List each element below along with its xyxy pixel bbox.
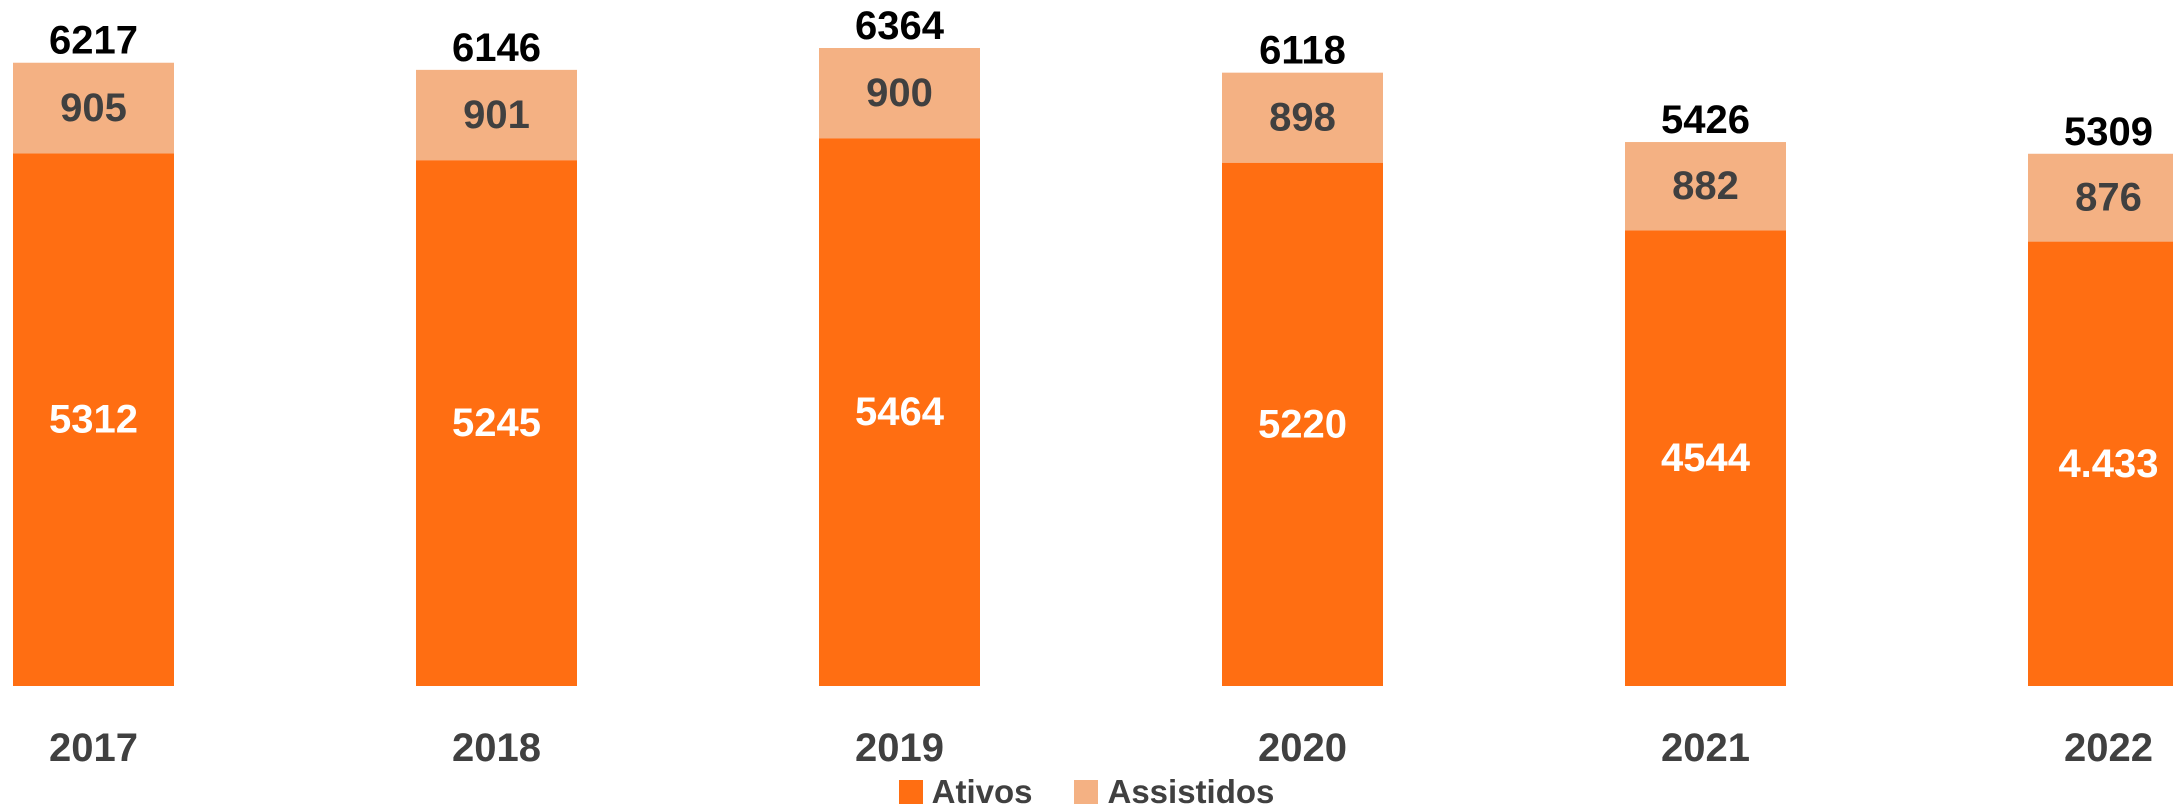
bar-assistidos-2020 — [1222, 72, 1383, 163]
data-label-assistidos-2021: 882 — [1672, 164, 1739, 208]
data-label-ativos-2022: 4.433 — [2058, 442, 2158, 486]
bar-assistidos-2022 — [2028, 153, 2173, 242]
data-label-assistidos-2020: 898 — [1269, 96, 1336, 140]
data-label-ativos-2020: 5220 — [1258, 402, 1347, 446]
data-label-ativos-2021: 4544 — [1661, 436, 1751, 480]
legend-swatch-ativos — [898, 780, 923, 804]
legend-item-ativos: Ativos — [898, 773, 1033, 810]
x-tick-label-2020: 2020 — [1258, 726, 1347, 770]
bar-assistidos-2019 — [819, 48, 980, 139]
x-tick-label-2018: 2018 — [452, 726, 541, 770]
data-label-ativos-2019: 5464 — [855, 390, 945, 434]
data-label-assistidos-2022: 876 — [2075, 176, 2142, 220]
bar-ativos-2021 — [1625, 230, 1786, 686]
bar-ativos-2018 — [416, 160, 577, 686]
bar-ativos-2017 — [13, 153, 174, 687]
x-tick-label-2022: 2022 — [2064, 726, 2153, 770]
total-label-2022: 5309 — [2064, 110, 2153, 154]
data-label-ativos-2017: 5312 — [49, 398, 138, 442]
total-label-2019: 6364 — [855, 4, 945, 48]
bar-assistidos-2018 — [416, 69, 577, 161]
total-label-2020: 6118 — [1259, 29, 1346, 73]
x-tick-label-2021: 2021 — [1661, 726, 1750, 770]
legend-swatch-assistidos — [1074, 780, 1099, 804]
data-label-assistidos-2018: 901 — [463, 93, 530, 137]
data-label-assistidos-2017: 905 — [60, 86, 127, 130]
bar-assistidos-2017 — [13, 62, 174, 154]
bar-assistidos-2021 — [1625, 142, 1786, 231]
bar-ativos-2020 — [1222, 162, 1383, 686]
x-tick-label-2017: 2017 — [49, 726, 138, 770]
total-label-2017: 6217 — [49, 19, 138, 63]
legend: Ativos Assistidos — [0, 774, 2173, 810]
total-label-2021: 5426 — [1661, 98, 1750, 142]
legend-label-ativos: Ativos — [931, 773, 1033, 810]
legend-label-assistidos: Assistidos — [1107, 773, 1275, 810]
bar-ativos-2022 — [2028, 241, 2173, 686]
data-label-assistidos-2019: 900 — [866, 71, 933, 115]
legend-item-assistidos: Assistidos — [1074, 774, 1274, 810]
total-label-2018: 6146 — [452, 26, 541, 70]
stacked-bar-chart: 5312 905 6217 2017 5245 901 6146 2018 5464 900 636… — [13, 4, 2173, 770]
bar-ativos-2019 — [819, 138, 980, 687]
x-tick-label-2019: 2019 — [855, 726, 944, 770]
data-label-ativos-2018: 5245 — [452, 401, 541, 445]
